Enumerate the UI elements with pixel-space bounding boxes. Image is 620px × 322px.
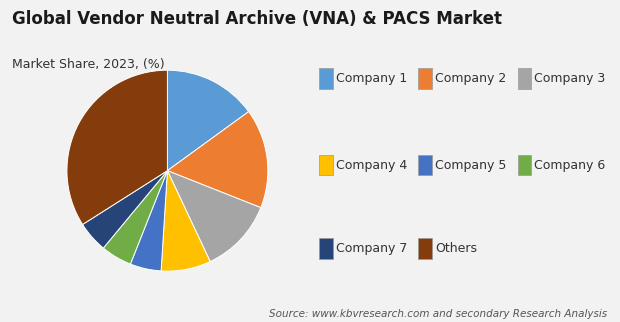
Wedge shape (167, 171, 261, 261)
Text: Company 2: Company 2 (435, 72, 507, 85)
Text: Company 6: Company 6 (534, 159, 606, 172)
Wedge shape (130, 171, 167, 271)
Wedge shape (167, 70, 249, 171)
Wedge shape (161, 171, 210, 271)
Wedge shape (104, 171, 167, 264)
Text: Global Vendor Neutral Archive (VNA) & PACS Market: Global Vendor Neutral Archive (VNA) & PA… (12, 10, 502, 28)
Wedge shape (167, 112, 268, 208)
Text: Company 7: Company 7 (336, 242, 407, 255)
Text: Company 3: Company 3 (534, 72, 606, 85)
Text: Source: www.kbvresearch.com and secondary Research Analysis: Source: www.kbvresearch.com and secondar… (270, 309, 608, 319)
Text: Market Share, 2023, (%): Market Share, 2023, (%) (12, 58, 165, 71)
Wedge shape (82, 171, 167, 248)
Text: Company 5: Company 5 (435, 159, 507, 172)
Text: Company 4: Company 4 (336, 159, 407, 172)
Text: Company 1: Company 1 (336, 72, 407, 85)
Wedge shape (67, 70, 167, 224)
Text: Others: Others (435, 242, 477, 255)
